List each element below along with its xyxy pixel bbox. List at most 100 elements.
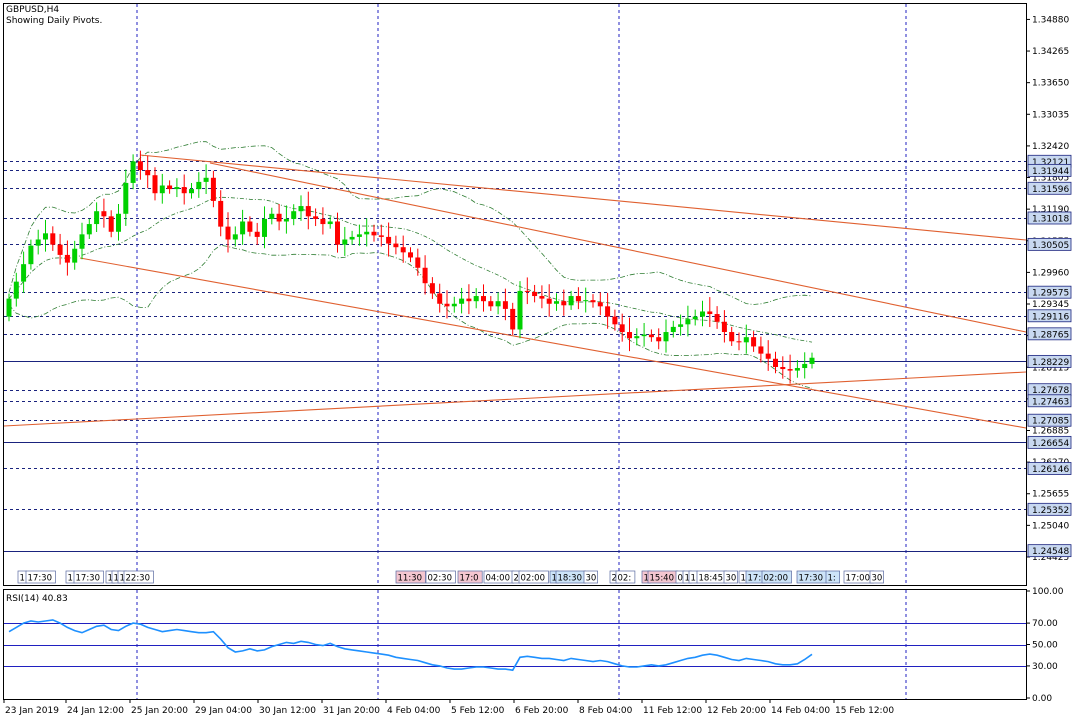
bollinger-bands xyxy=(8,141,813,389)
rsi-tick-label: 70.00 xyxy=(1032,619,1058,629)
pivot-tag-label: 1.27085 xyxy=(1032,417,1069,427)
trend-line xyxy=(139,154,1027,241)
candle-bull xyxy=(583,300,589,302)
pivot-tag-label: 1.28229 xyxy=(1032,358,1069,368)
candle-bear xyxy=(765,353,771,359)
session-tag-box xyxy=(518,570,549,584)
time-tick-label: 6 Feb 20:00 xyxy=(515,706,569,716)
session-tag-label: 1 xyxy=(552,574,557,584)
price-tick-label: 1.24425 xyxy=(1032,553,1069,563)
price-tick-label: 1.32420 xyxy=(1032,142,1069,152)
pivot-tag-box xyxy=(1027,309,1072,323)
session-tag-box xyxy=(425,570,456,584)
price-tick-label: 1.29960 xyxy=(1032,268,1069,278)
session-tag-label: 30 xyxy=(726,574,737,584)
pivot-tag-box xyxy=(1027,462,1072,475)
candle-bull xyxy=(794,368,800,371)
session-tag-label: 11:30 xyxy=(398,574,423,584)
time-tick-label: 23 Jan 2019 xyxy=(5,706,59,716)
pivot-tag-label: 1.28765 xyxy=(1032,330,1069,340)
session-tag-box xyxy=(123,570,154,584)
time-tick-label: 4 Feb 04:00 xyxy=(387,706,441,716)
candle-bear xyxy=(758,346,764,354)
pivot-tag-label: 1.32121 xyxy=(1032,158,1069,168)
candle-bull xyxy=(342,239,348,245)
candle-bear xyxy=(444,303,450,307)
session-tag-label: 2 xyxy=(612,574,617,584)
time-tick-label: 30 Jan 12:00 xyxy=(259,706,316,716)
candle-bear xyxy=(101,211,107,217)
candle-bear xyxy=(780,366,786,370)
candle-bull xyxy=(123,182,129,214)
candle-bear xyxy=(524,290,530,292)
pivot-tag-label: 1.31018 xyxy=(1032,214,1069,224)
pivot-tag-box xyxy=(1027,181,1072,195)
candle-bull xyxy=(13,281,19,299)
candle-bull xyxy=(35,239,41,246)
pivot-tag-label: 1.25352 xyxy=(1032,506,1069,516)
candle-bull xyxy=(685,319,691,325)
session-tag-label: 17:30 xyxy=(76,574,101,584)
candle-bear xyxy=(313,216,319,219)
session-tag-label: 02: xyxy=(618,574,632,584)
candle-bull xyxy=(349,236,355,240)
candle-bull xyxy=(283,218,289,222)
vertical-grid xyxy=(136,4,907,699)
time-tick-label: 29 Jan 04:00 xyxy=(195,706,252,716)
session-tag-label: 17:00 xyxy=(846,574,871,584)
session-tag-label: 02:00 xyxy=(521,574,546,584)
rsi-tick-label: 0.00 xyxy=(1032,694,1052,704)
candle-bear xyxy=(64,254,70,263)
session-tag-label: 17:30 xyxy=(28,574,53,584)
pivots-caption: Showing Daily Pivots. xyxy=(6,16,102,26)
pivot-tag-label: 1.27678 xyxy=(1032,386,1069,396)
candle-bull xyxy=(451,303,457,307)
candle-bear xyxy=(254,231,260,237)
session-tag-box xyxy=(457,570,483,584)
price-tick-label: 1.33035 xyxy=(1032,110,1069,120)
price-tick-label: 1.34880 xyxy=(1032,15,1069,25)
session-tag-box xyxy=(869,570,884,584)
candle-bear xyxy=(218,200,224,227)
candle-bear xyxy=(108,216,114,232)
pivot-tag-label: 1.26146 xyxy=(1032,465,1069,475)
time-tick-label: 24 Jan 12:00 xyxy=(67,706,124,716)
candle-bear xyxy=(393,243,399,248)
session-tag-label: 2 xyxy=(514,574,519,584)
time-tick-label: 14 Feb 04:00 xyxy=(771,706,830,716)
candle-bull xyxy=(28,245,34,265)
candle-bull xyxy=(130,161,136,183)
candle-bear xyxy=(305,206,311,217)
price-tick-label: 1.31190 xyxy=(1032,205,1069,215)
main-chart-frame xyxy=(3,3,1027,586)
candle-bear xyxy=(415,257,421,268)
pivot-tag-label: 1.30505 xyxy=(1032,241,1069,251)
price-tick-label: 1.25040 xyxy=(1032,521,1069,531)
time-tick-label: 15 Feb 12:00 xyxy=(835,706,894,716)
rsi-panel-frame xyxy=(3,589,1027,700)
session-tag-label: 02:30 xyxy=(428,574,453,584)
pivot-tag-box xyxy=(1027,413,1072,427)
pivot-tag-box xyxy=(1027,435,1072,449)
candle-bear xyxy=(539,296,545,299)
session-tag-box xyxy=(615,570,636,584)
pivot-tag-box xyxy=(1027,544,1072,558)
candle-bear xyxy=(721,321,727,333)
session-tag-label: 1 xyxy=(685,574,690,584)
candle-bull xyxy=(174,187,180,190)
bollinger-band xyxy=(8,244,813,389)
candle-bear xyxy=(276,213,282,222)
session-tag-label: 1 xyxy=(644,574,649,584)
candle-bear xyxy=(57,244,63,255)
session-tag-label: 22:30 xyxy=(126,574,151,584)
pivot-tag-label: 1.29116 xyxy=(1032,312,1069,322)
session-tag-label: 15:40 xyxy=(650,574,675,584)
session-tag-label: 30 xyxy=(586,574,597,584)
session-tags: 1 17:30 1 17:30 1 1 1 22:30 11:30 02:30 17:0 04:00 2… xyxy=(17,570,884,584)
candle-bull xyxy=(700,311,705,317)
price-tick-label: 1.26885 xyxy=(1032,426,1069,436)
candle-bull xyxy=(203,177,209,182)
candle-bull xyxy=(327,221,333,225)
